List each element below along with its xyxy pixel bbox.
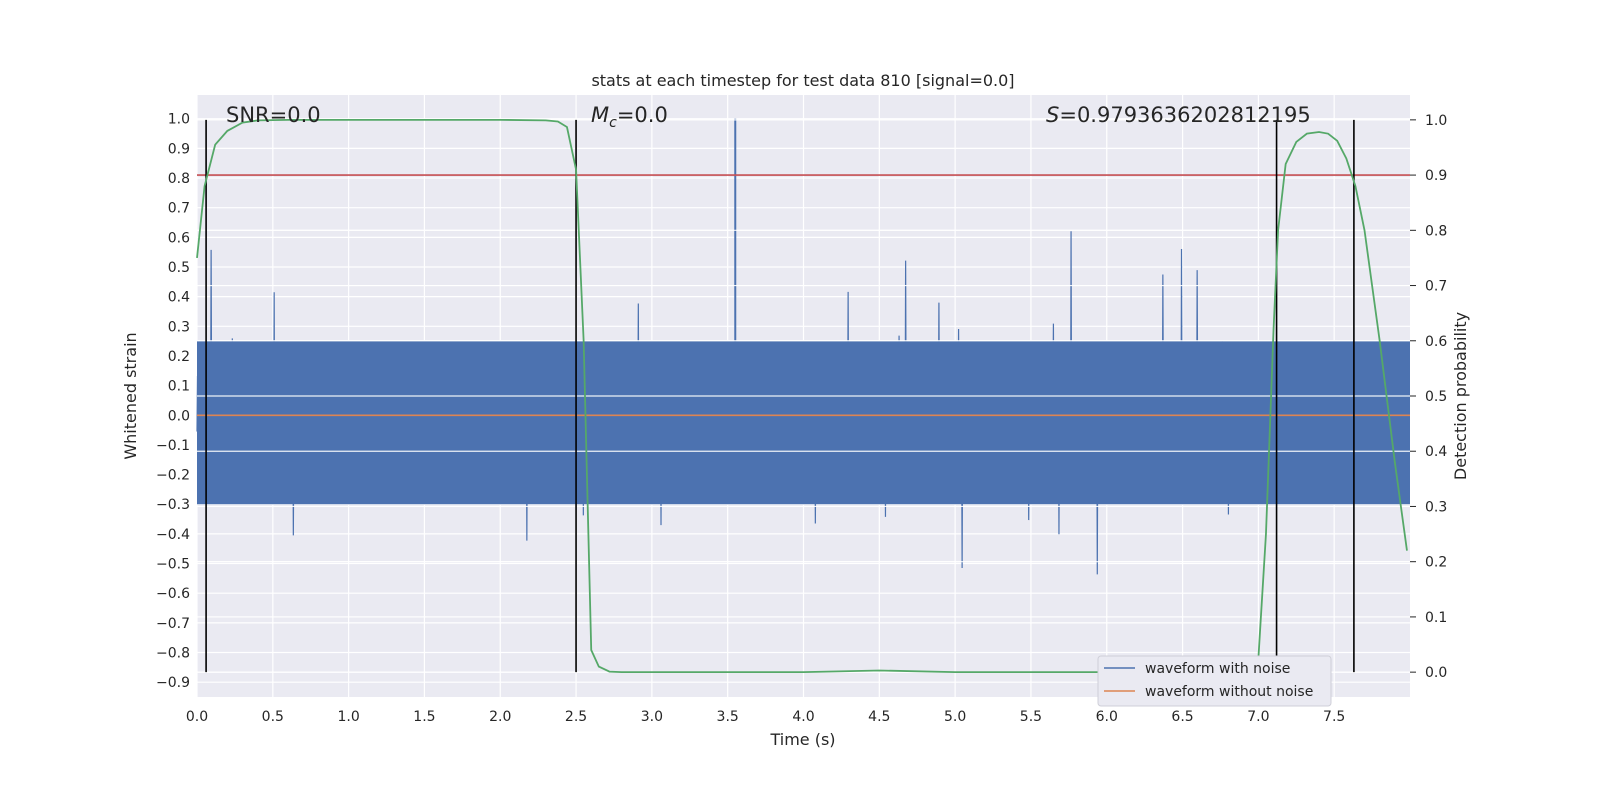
y2-axis-label: Detection probability (1451, 312, 1470, 480)
y2-tick-label: 0.0 (1425, 665, 1447, 681)
y-tick-label: 0.2 (168, 349, 190, 365)
x-tick-label: 3.5 (717, 709, 739, 725)
y-tick-label: 0.6 (168, 230, 190, 246)
x-tick-label: 3.0 (641, 709, 663, 725)
y-tick-label: −0.7 (156, 616, 190, 632)
x-tick-label: 2.5 (565, 709, 587, 725)
y2-tick-label: 0.3 (1425, 499, 1447, 515)
y2-tick-label: 1.0 (1425, 113, 1447, 129)
y-tick-label: 1.0 (168, 112, 190, 128)
y2-tick-label: 0.1 (1425, 610, 1447, 626)
y-tick-label: −0.9 (156, 675, 190, 691)
noise-band (197, 341, 1410, 505)
x-tick-label: 7.0 (1247, 709, 1269, 725)
series-detection-probability (196, 118, 1408, 674)
annotation-s-value: =0.9793636202812195 (1059, 103, 1310, 127)
y-tick-label: −0.4 (156, 527, 190, 543)
x-tick-label: 5.0 (944, 709, 966, 725)
y-axis-label: Whitened strain (121, 332, 140, 459)
x-tick-label: 4.5 (868, 709, 890, 725)
chart-marks (196, 118, 1410, 674)
y2-tick-label: 0.2 (1425, 555, 1447, 571)
x-tick-label: 5.5 (1020, 709, 1042, 725)
y2-tick-label: 0.8 (1425, 223, 1447, 239)
x-tick-label: 7.5 (1323, 709, 1345, 725)
x-tick-label: 0.0 (186, 709, 208, 725)
y2-tick-label: 0.4 (1425, 444, 1447, 460)
annotation-mc: Mc=0.0 (591, 103, 668, 131)
y-tick-label: −0.1 (156, 438, 190, 454)
x-tick-label: 2.0 (489, 709, 511, 725)
annotation-s-symbol: S (1046, 103, 1059, 127)
legend-box (1097, 655, 1332, 707)
annotation-s: S=0.9793636202812195 (1046, 103, 1311, 127)
x-tick-label: 4.0 (792, 709, 814, 725)
y-tick-label: −0.5 (156, 557, 190, 573)
x-tick-label: 6.0 (1096, 709, 1118, 725)
y-tick-label: 0.5 (168, 260, 190, 276)
y-tick-label: 0.3 (168, 319, 190, 335)
y-tick-label: 0.1 (168, 379, 190, 395)
y2-tick-label: 0.6 (1425, 334, 1447, 350)
y2-tick-label: 0.9 (1425, 168, 1447, 184)
y-tick-label: 0.9 (168, 141, 190, 157)
annotation-mc-value: =0.0 (617, 103, 668, 127)
y2-tick-label: 0.5 (1425, 389, 1447, 405)
series-waveform-with-noise (196, 118, 1410, 575)
y-tick-label: −0.3 (156, 497, 190, 513)
legend-label-with-noise: waveform with noise (1145, 661, 1290, 677)
y-tick-label: −0.8 (156, 646, 190, 662)
y-tick-label: 0.7 (168, 201, 190, 217)
x-axis-label: Time (s) (769, 730, 835, 749)
y-tick-label: 0.4 (168, 290, 190, 306)
y-tick-label: −0.6 (156, 586, 190, 602)
tick-labels: 0.0 0.5 1.0 1.5 2.0 2.5 3.0 3.5 4.0 4.5 5.0 5.5 6.0 6… (156, 112, 1447, 725)
x-tick-label: 6.5 (1171, 709, 1193, 725)
annotation-mc-sub: c (609, 115, 617, 131)
chart-title: stats at each timestep for test data 810… (591, 71, 1014, 90)
annotation-snr: SNR=0.0 (226, 103, 321, 127)
annotation-mc-symbol: M (591, 103, 609, 127)
legend: waveform with noise waveform without noi… (1097, 655, 1332, 707)
y2-tick-label: 0.7 (1425, 279, 1447, 295)
y-tick-label: 0.0 (168, 408, 190, 424)
y-tick-label: 0.8 (168, 171, 190, 187)
legend-label-without-noise: waveform without noise (1145, 684, 1313, 700)
x-tick-label: 0.5 (262, 709, 284, 725)
x-tick-label: 1.0 (337, 709, 359, 725)
y-tick-label: −0.2 (156, 468, 190, 484)
x-tick-label: 1.5 (413, 709, 435, 725)
